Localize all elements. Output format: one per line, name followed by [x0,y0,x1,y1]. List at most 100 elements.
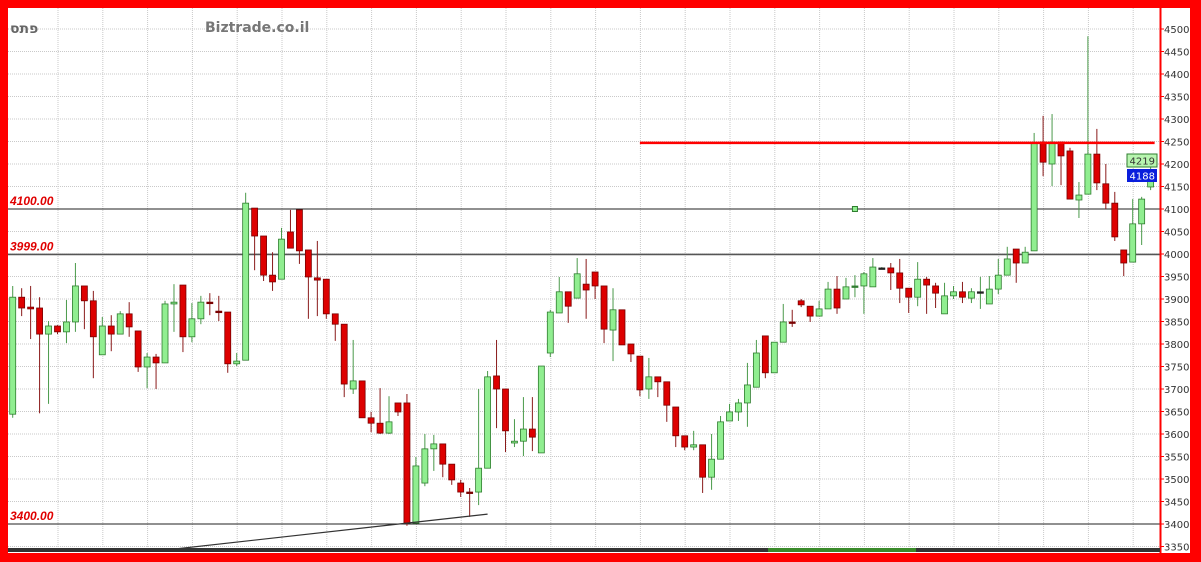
symbol-label: פתס [10,21,38,37]
candle-body [842,286,850,300]
candle-body [197,301,205,320]
y-tick-label: 3500 [1164,475,1189,486]
candle-body [932,285,939,294]
candle-body [1111,202,1119,238]
candle-body [45,325,52,335]
y-tick-label: 3350 [1164,543,1189,554]
candle-body [143,356,151,368]
y-tick-label: 3450 [1164,498,1189,509]
candle-body [1075,194,1083,201]
y-tick-label: 4300 [1164,115,1189,126]
candle-body [322,278,330,315]
candle-body [269,274,276,283]
candle-body [376,422,384,434]
candle-body [869,266,877,288]
candle-body [1021,251,1029,264]
candle-body [690,444,698,448]
last-close-value: 4188 [1130,172,1155,183]
y-tick-label: 4500 [1164,25,1189,36]
candle-body [1084,153,1092,195]
candle-body [520,428,527,442]
candle-body [242,202,250,361]
date-axis-strip [8,548,1160,552]
candle-body [672,406,680,437]
y-tick-label: 4050 [1164,228,1189,239]
candle-body [511,440,518,444]
candle-body [466,491,474,494]
candle-body [681,435,689,448]
candle-body [609,309,617,331]
y-tick-label: 3600 [1164,430,1189,441]
marker [851,206,858,212]
candle-body [27,306,35,310]
candle-body [914,278,922,298]
candle-body [421,448,429,484]
candle-body [161,303,169,364]
candle-body [815,308,823,317]
candle-body [349,380,357,390]
last-close-label: 4188 [1127,169,1157,183]
candle-body [663,381,671,406]
candle-body [403,402,411,524]
y-tick-label: 4250 [1164,138,1189,149]
candle-body [555,291,563,314]
candle-body [296,209,303,252]
candle-body [645,376,653,390]
candle-body [394,402,402,413]
y-tick-label: 4000 [1164,250,1189,261]
candle-body [735,402,742,413]
candle-body [851,285,859,288]
candle-body [905,287,913,298]
candle-body [1138,198,1146,225]
candle-body [502,388,509,432]
candle-body [260,235,267,276]
candle-body [1129,223,1137,263]
level-lines: 4100.00 3999.00 3400.00 [8,194,1160,525]
candle-body [36,307,43,335]
candle-body [134,330,142,368]
candle-body [600,285,608,330]
candle-body [170,301,178,305]
y-tick-label: 4100 [1164,205,1189,216]
candle-body [752,352,760,388]
candle-body [573,273,581,299]
candle-body [63,321,70,333]
candle-body [251,207,259,237]
y-tick-label: 3750 [1164,363,1189,374]
candle-body [54,325,61,333]
candle-body [887,267,895,274]
candle-body [878,267,886,270]
y-tick-label: 3800 [1164,340,1189,351]
candle-body [528,428,536,438]
candle-body [107,325,115,335]
brand-watermark: Biztrade.co.il [205,20,309,36]
candle-body [9,296,17,415]
candle-body [824,288,832,310]
candle-body [152,356,160,364]
y-tick-label: 3950 [1164,273,1189,284]
y-tick-label: 4150 [1164,183,1189,194]
candle-body [72,285,79,323]
candle-body [116,313,124,335]
last-high-label: 4219 [1126,153,1158,168]
candle-body [591,271,599,287]
candle-body [985,288,993,305]
y-tick-label: 3400 [1164,520,1189,531]
candle-body [457,482,465,493]
candle-body [950,291,957,297]
plot-background [8,8,1190,553]
candle-body [340,323,348,385]
y-tick-label: 3850 [1164,318,1189,329]
level-label: 4100.00 [9,194,54,208]
candle-body [744,384,751,404]
y-tick-label: 3650 [1164,408,1189,419]
candle-body [484,376,491,469]
candle-body [98,325,106,356]
candle-body [726,411,733,422]
candle-body [367,417,375,424]
candle-body [206,301,214,305]
candle-body [994,274,1002,290]
y-tick-label: 4450 [1164,48,1189,59]
candle-body [475,467,483,493]
